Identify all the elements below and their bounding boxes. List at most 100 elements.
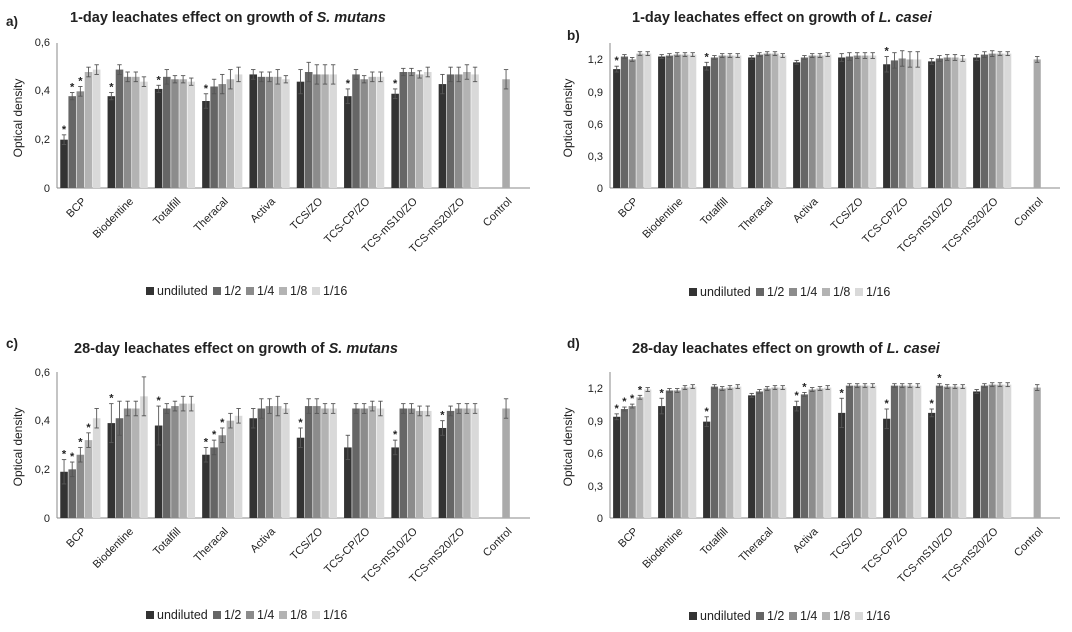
significance-marker: * bbox=[638, 384, 643, 396]
bar-1-2-tcs-ms20-zo bbox=[981, 55, 988, 188]
bar-undiluted-totalfill bbox=[703, 422, 710, 518]
x-tick-label: TCS-CP/ZO bbox=[322, 195, 373, 246]
bar-undiluted-tcs-ms10-zo bbox=[928, 61, 935, 188]
panel-title: 1-day leachates effect on growth of L. c… bbox=[632, 10, 933, 26]
significance-marker: * bbox=[156, 74, 161, 86]
x-tick-label: Control bbox=[1012, 526, 1046, 560]
bar-1-4-biodentine bbox=[124, 77, 132, 188]
x-tick-label: Control bbox=[481, 196, 515, 230]
y-axis-label: Optical density bbox=[11, 79, 25, 158]
x-tick-label: TCS/ZO bbox=[829, 525, 866, 562]
bar-undiluted-tcs-ms20-zo bbox=[973, 58, 980, 189]
y-tick-label: 0,2 bbox=[35, 464, 50, 476]
y-tick-label: 0,3 bbox=[588, 151, 603, 163]
bar-1-8-bcp bbox=[636, 54, 643, 188]
bar-1-4-activa bbox=[809, 56, 816, 188]
bar-1-2-bcp bbox=[68, 96, 76, 188]
bar-undiluted-activa bbox=[793, 406, 800, 518]
bar-undiluted-biodentine bbox=[108, 96, 116, 188]
panel-a: a) 1-day leachates effect on growth of S… bbox=[6, 10, 530, 298]
bar-undiluted-activa bbox=[793, 62, 800, 188]
bar-1-8-tcs-cp-zo bbox=[906, 386, 913, 518]
bar-1-8-bcp bbox=[636, 397, 643, 518]
significance-marker: * bbox=[630, 393, 635, 405]
legend-swatch-1-16 bbox=[855, 288, 863, 296]
bar-1-16-activa bbox=[282, 409, 290, 519]
bar-1-8-tcs-ms10-zo bbox=[951, 387, 958, 518]
legend-swatch-1-2 bbox=[213, 287, 221, 295]
bar-undiluted-tcs-zo bbox=[297, 82, 305, 188]
bar-1-8-theracal bbox=[771, 54, 778, 188]
panel-label: b) bbox=[567, 28, 580, 43]
x-tick-label: Biodentine bbox=[640, 526, 685, 571]
legend-label-1-8: 1/8 bbox=[833, 609, 850, 623]
x-tick-label: Control bbox=[481, 526, 515, 560]
legend-label-1-4: 1/4 bbox=[257, 608, 274, 622]
significance-marker: * bbox=[440, 410, 445, 422]
bar-undiluted-bcp bbox=[613, 417, 620, 518]
title-species: L. casei bbox=[887, 341, 941, 357]
bar-1-8-tcs-ms20-zo bbox=[463, 409, 471, 519]
significance-marker: * bbox=[109, 393, 114, 405]
bar-1-4-tcs-zo bbox=[313, 74, 321, 188]
bar-1-16-activa bbox=[824, 388, 831, 518]
bar-1-2-theracal bbox=[210, 447, 218, 518]
y-tick-label: 0 bbox=[597, 183, 603, 195]
bar-1-8-tcs-zo bbox=[861, 386, 868, 518]
x-tick-label: Totalfill bbox=[698, 196, 730, 228]
bar-1-16-activa bbox=[282, 79, 290, 188]
bar-1-4-tcs-zo bbox=[854, 56, 861, 188]
y-tick-label: 0,9 bbox=[588, 416, 603, 428]
bar-1-2-tcs-cp-zo bbox=[891, 386, 898, 518]
significance-marker: * bbox=[62, 449, 67, 461]
significance-marker: * bbox=[930, 398, 935, 410]
x-tick-label: Theracal bbox=[192, 196, 231, 235]
bar-1-8-tcs-ms20-zo bbox=[996, 54, 1003, 188]
bar-1-16-biodentine bbox=[689, 387, 696, 518]
x-tick-label: Theracal bbox=[737, 196, 776, 235]
significance-marker: * bbox=[840, 387, 845, 399]
bar-1-8-tcs-ms20-zo bbox=[463, 72, 471, 188]
bar-1-16-bcp bbox=[93, 70, 101, 188]
legend-swatch-1-2 bbox=[213, 611, 221, 619]
bar-1-8-bcp bbox=[85, 440, 93, 518]
x-tick-label: BCP bbox=[64, 526, 88, 550]
legend-label-1-2: 1/2 bbox=[224, 284, 241, 298]
panel-title: 28-day leachates effect on growth of S. … bbox=[74, 341, 398, 357]
x-tick-label: Biodentine bbox=[640, 196, 685, 241]
bar-1-16-theracal bbox=[235, 74, 243, 188]
legend: undiluted 1/2 1/4 1/8 1/16 bbox=[689, 609, 890, 623]
x-tick-label: BCP bbox=[64, 196, 88, 220]
significance-marker: * bbox=[885, 398, 890, 410]
legend-swatch-1-16 bbox=[312, 611, 320, 619]
significance-marker: * bbox=[212, 429, 217, 441]
bar-undiluted-bcp bbox=[613, 69, 620, 188]
x-tick-label: Biodentine bbox=[91, 526, 136, 571]
legend-swatch-1-2 bbox=[756, 612, 764, 620]
legend-swatch-1-4 bbox=[246, 611, 254, 619]
title-species: S. mutans bbox=[329, 341, 398, 357]
title-prefix: 1-day leachates effect on growth of bbox=[70, 10, 313, 26]
bar-1-16-totalfill bbox=[187, 82, 195, 188]
significance-marker: * bbox=[298, 417, 303, 429]
significance-marker: * bbox=[615, 55, 620, 67]
bar-1-2-tcs-zo bbox=[846, 386, 853, 518]
bar-1-4-bcp bbox=[629, 59, 636, 188]
y-tick-label: 1,2 bbox=[588, 54, 603, 66]
significance-marker: * bbox=[78, 76, 83, 88]
bar-control-control bbox=[1034, 388, 1041, 518]
bar-1-2-tcs-zo bbox=[305, 406, 313, 518]
bar-1-16-tcs-cp-zo bbox=[377, 77, 385, 188]
bar-1-8-tcs-zo bbox=[321, 409, 329, 519]
panel-label: d) bbox=[567, 336, 580, 351]
bar-1-8-biodentine bbox=[132, 77, 140, 188]
x-tick-label: Activa bbox=[791, 525, 821, 555]
panel-d: d) 28-day leachates effect on growth of … bbox=[561, 336, 1060, 623]
bar-1-16-biodentine bbox=[140, 82, 148, 188]
bar-1-8-tcs-zo bbox=[861, 56, 868, 188]
bar-1-16-tcs-ms20-zo bbox=[1004, 54, 1011, 188]
legend-swatch-undiluted bbox=[689, 612, 697, 620]
bar-1-8-biodentine bbox=[681, 388, 688, 518]
legend-swatch-1-8 bbox=[822, 612, 830, 620]
